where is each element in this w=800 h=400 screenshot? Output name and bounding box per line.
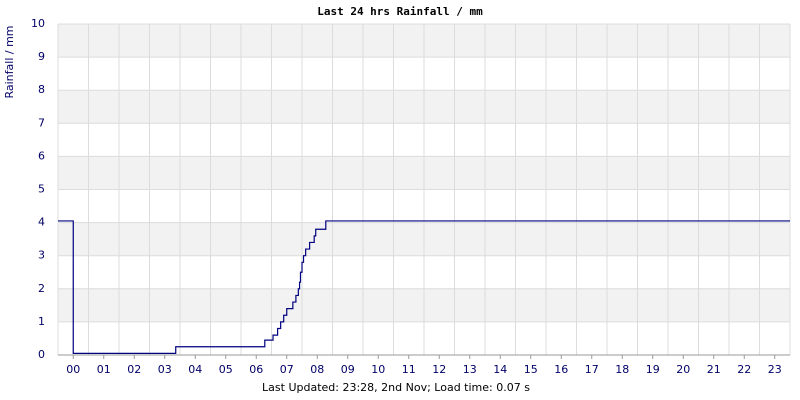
y-tick-label: 0: [38, 348, 45, 361]
x-tick-label: 15: [524, 363, 538, 376]
x-tick-label: 06: [249, 363, 263, 376]
x-tick-label: 14: [493, 363, 507, 376]
y-tick-label: 10: [31, 17, 45, 30]
x-tick-label: 00: [66, 363, 80, 376]
y-tick-label: 7: [38, 116, 45, 129]
x-tick-label: 08: [310, 363, 324, 376]
x-tick-label: 12: [432, 363, 446, 376]
x-tick-label: 11: [402, 363, 416, 376]
y-tick-label: 2: [38, 282, 45, 295]
footer: Last Updated: 23:28, 2nd Nov; Load time:…: [262, 381, 530, 394]
x-tick-label: 22: [737, 363, 751, 376]
x-tick-label: 01: [97, 363, 111, 376]
y-tick-label: 5: [38, 183, 45, 196]
y-axis-title: Rainfall / mm: [3, 25, 16, 98]
x-tick-label: 09: [341, 363, 355, 376]
x-tick-label: 05: [219, 363, 233, 376]
x-tick-label: 02: [127, 363, 141, 376]
y-tick-label: 1: [38, 315, 45, 328]
x-tick-label: 18: [615, 363, 629, 376]
rainfall-line: [58, 220, 790, 354]
x-tick-label: 03: [158, 363, 172, 376]
y-tick-label: 9: [38, 50, 45, 63]
y-tick-label: 3: [38, 249, 45, 262]
x-tick-label: 07: [280, 363, 294, 376]
x-tick-label: 17: [585, 363, 599, 376]
x-tick-label: 13: [463, 363, 477, 376]
x-tick-label: 23: [768, 363, 782, 376]
y-tick-label: 8: [38, 83, 45, 96]
x-tick-label: 16: [554, 363, 568, 376]
y-tick-label: 6: [38, 149, 45, 162]
y-tick-label: 4: [38, 216, 45, 229]
x-tick-label: 10: [371, 363, 385, 376]
chart-title: Last 24 hrs Rainfall / mm: [317, 5, 483, 18]
x-tick-label: 21: [707, 363, 721, 376]
x-tick-label: 19: [646, 363, 660, 376]
x-tick-label: 20: [676, 363, 690, 376]
x-tick-label: 04: [188, 363, 202, 376]
